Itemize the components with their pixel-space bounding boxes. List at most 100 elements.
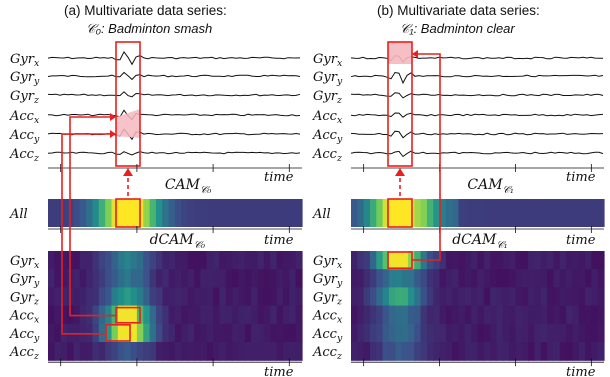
dcam-cell bbox=[515, 323, 523, 343]
dcam-cell bbox=[439, 323, 447, 343]
dcam-cell bbox=[591, 251, 599, 270]
dcam-cell bbox=[213, 287, 221, 307]
dcam-cell bbox=[363, 323, 371, 343]
dcam-cell bbox=[566, 287, 573, 307]
cam-cell bbox=[509, 199, 517, 227]
dcam-cell bbox=[251, 251, 259, 270]
dcam-cell bbox=[559, 342, 567, 361]
cam-cell bbox=[244, 199, 252, 227]
cam-cell bbox=[270, 199, 278, 227]
cam-cell bbox=[439, 199, 447, 227]
dcam-cell bbox=[591, 305, 599, 325]
cam-cell bbox=[187, 199, 195, 227]
dcam-cell bbox=[534, 342, 542, 361]
dcam-cell bbox=[282, 323, 290, 343]
cam-cell bbox=[175, 199, 182, 227]
cam-cell bbox=[496, 199, 504, 227]
dcam-cell bbox=[86, 287, 94, 307]
dcam-cell bbox=[73, 287, 81, 307]
dcam-cell bbox=[79, 342, 87, 361]
dcam-cell bbox=[263, 269, 271, 288]
dcam-cell bbox=[363, 269, 371, 288]
dcam-cell bbox=[232, 287, 240, 307]
dcam-label-gyr-y: Gyry bbox=[10, 272, 40, 289]
cam-cell bbox=[213, 199, 221, 227]
cam-cell bbox=[60, 199, 68, 227]
dcam-cell bbox=[194, 323, 201, 343]
dcam-cell bbox=[477, 251, 485, 270]
dcam-cell bbox=[464, 287, 472, 307]
dcam-cell bbox=[60, 305, 68, 325]
cam-cell bbox=[232, 199, 240, 227]
cam-cell bbox=[471, 199, 479, 227]
cam-cell bbox=[73, 199, 81, 227]
cam-cell bbox=[92, 199, 100, 227]
dcam-cell bbox=[187, 269, 195, 288]
cam-cell bbox=[351, 199, 358, 227]
dcam-cell bbox=[363, 305, 371, 325]
dcam-cell bbox=[206, 251, 214, 270]
dcam-label-acc-x: Accx bbox=[312, 309, 343, 326]
cam-cell bbox=[54, 199, 62, 227]
dcam-cell bbox=[547, 305, 554, 325]
dcam-cell bbox=[502, 251, 510, 270]
dcam-cell bbox=[225, 269, 233, 288]
dcam-cell bbox=[559, 305, 567, 325]
dcam-cell bbox=[48, 342, 55, 361]
cam-cell bbox=[295, 199, 303, 227]
dcam-cell bbox=[136, 323, 144, 343]
dcam-cell bbox=[496, 323, 504, 343]
dcam-cell bbox=[232, 251, 240, 270]
series-label-acc-y: Accy bbox=[312, 128, 343, 145]
cam-cell bbox=[464, 199, 472, 227]
dcam-cell bbox=[572, 342, 580, 361]
series-label-gyr-y: Gyry bbox=[10, 70, 40, 87]
dcam-cell bbox=[200, 269, 208, 288]
dcam-cell bbox=[566, 323, 573, 343]
dcam-cell bbox=[521, 342, 529, 361]
dcam-cell bbox=[591, 269, 599, 288]
dcam-cell bbox=[483, 323, 491, 343]
series-line-gyr-y bbox=[350, 71, 604, 85]
dcam-cell bbox=[155, 323, 163, 343]
dcam-cell bbox=[553, 305, 561, 325]
dcam-cell bbox=[534, 251, 542, 270]
dcam-cell bbox=[60, 287, 68, 307]
dcam-cell bbox=[200, 305, 208, 325]
dcam-cell bbox=[187, 287, 195, 307]
dcam-cell bbox=[509, 323, 517, 343]
dcam-cell bbox=[295, 342, 303, 361]
dcam-cell bbox=[136, 287, 144, 307]
dcam-cell bbox=[282, 287, 290, 307]
dcam-cell bbox=[219, 269, 227, 288]
dcam-cell bbox=[357, 287, 365, 307]
dcam-highlight-acc-y bbox=[105, 323, 131, 342]
dcam-label-acc-z: Accz bbox=[9, 345, 39, 362]
dcam-cell bbox=[369, 323, 377, 343]
dcam-cell bbox=[111, 342, 119, 361]
dcam-cell bbox=[509, 305, 517, 325]
dcam-cell bbox=[483, 287, 491, 307]
dcam-cell bbox=[585, 323, 592, 343]
link-gyr-x-arrowhead bbox=[412, 50, 418, 58]
dcam-cell bbox=[452, 305, 460, 325]
dcam-cell bbox=[213, 305, 221, 325]
dcam-cell bbox=[130, 269, 138, 288]
dcam-cell bbox=[540, 305, 548, 325]
dcam-cell bbox=[225, 251, 233, 270]
dcam-cell bbox=[401, 251, 409, 270]
dcam-cell bbox=[369, 342, 377, 361]
cam-cell bbox=[483, 199, 491, 227]
dcam-cell bbox=[445, 269, 453, 288]
dcam-cell bbox=[257, 287, 265, 307]
dcam-cell bbox=[515, 251, 523, 270]
dcam-cell bbox=[206, 323, 214, 343]
dcam-cell bbox=[251, 323, 259, 343]
dcam-cell bbox=[162, 269, 170, 288]
cam-cell bbox=[395, 199, 403, 227]
dcam-cell bbox=[162, 323, 170, 343]
dcam-cell bbox=[117, 287, 125, 307]
dcam-cell bbox=[578, 269, 586, 288]
dcam-cell bbox=[382, 269, 390, 288]
dcam-cell bbox=[98, 269, 106, 288]
